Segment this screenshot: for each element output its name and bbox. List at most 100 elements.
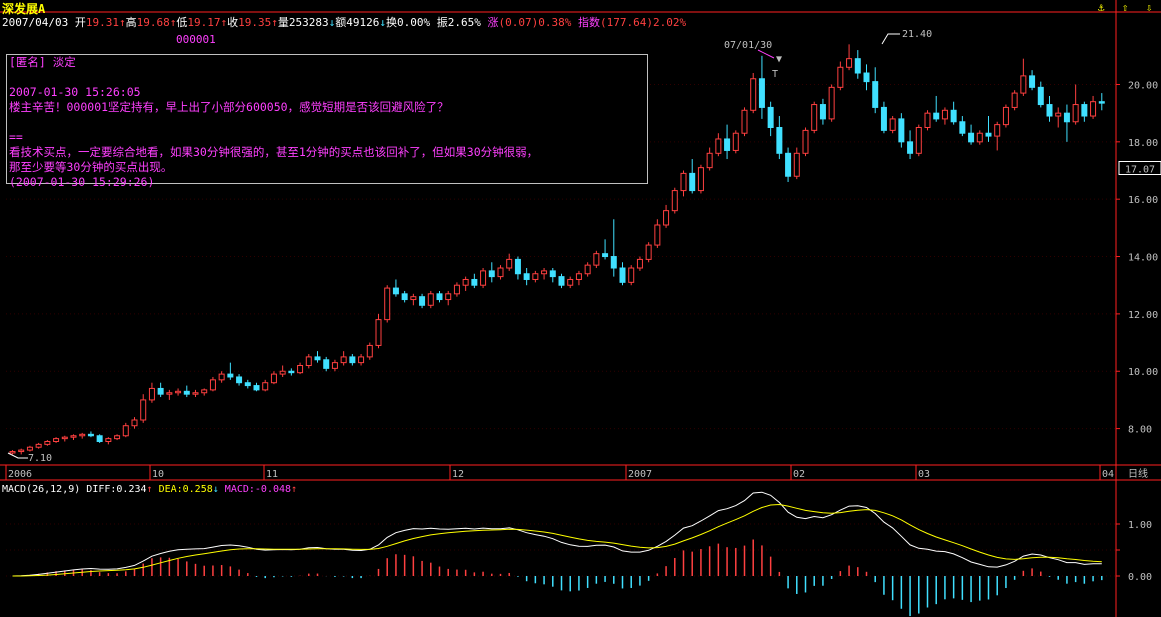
candle — [767, 101, 774, 137]
candle — [410, 293, 417, 306]
candle — [288, 368, 295, 376]
candle — [87, 431, 94, 438]
anchor-icon[interactable]: ⚓ — [1097, 1, 1105, 14]
low-label: 7.10 — [28, 453, 52, 464]
candle — [1063, 104, 1070, 142]
close-value: 19.35 — [238, 16, 272, 29]
candle-body — [349, 356, 356, 364]
price-axis-label: 20.00 — [1128, 80, 1158, 91]
time-axis-label: 12 — [452, 469, 464, 480]
candle-body — [549, 270, 556, 278]
high-arrow: ↑ — [169, 16, 177, 29]
down-icon[interactable]: ⇩ — [1145, 1, 1153, 14]
candle — [959, 116, 966, 137]
candle-body — [802, 129, 809, 154]
candle — [53, 437, 60, 443]
candle — [924, 110, 931, 131]
price-axis-label: 16.00 — [1128, 195, 1158, 206]
candle — [811, 101, 818, 134]
candle — [880, 101, 887, 134]
vol-label: 量 — [277, 16, 289, 29]
candle-body — [1090, 101, 1097, 117]
candle — [305, 354, 312, 369]
candle — [741, 107, 748, 137]
candle-body — [514, 258, 521, 275]
low-value: 19.17 — [187, 16, 221, 29]
candle-body — [96, 435, 103, 442]
candle-body — [61, 436, 68, 440]
candle — [541, 268, 548, 280]
candle-body — [636, 258, 643, 269]
candle — [1098, 93, 1105, 111]
candle — [785, 147, 792, 182]
candle-body — [541, 270, 548, 275]
high-label: 高 — [125, 16, 137, 29]
candle — [1046, 95, 1053, 122]
candle — [523, 268, 530, 286]
candle — [819, 98, 826, 125]
candle-body — [523, 273, 530, 280]
candle-body — [157, 387, 164, 395]
candle-body — [1029, 75, 1036, 88]
candle-body — [323, 359, 330, 369]
dea-line — [12, 503, 1102, 577]
candle — [549, 268, 556, 283]
candle-body — [1081, 104, 1088, 117]
candle-body — [976, 132, 983, 143]
candle — [358, 354, 365, 366]
note-line: 看技术买点，一定要综合地看，如果30分钟很强的，甚至1分钟的买点也该回补了，但如… — [9, 145, 539, 159]
candle — [209, 376, 216, 392]
candle — [436, 290, 443, 303]
candle — [663, 204, 670, 228]
candle-body — [18, 449, 25, 453]
candle — [994, 121, 1001, 151]
date-marker-icon: ▼ — [776, 54, 782, 65]
note-line: 2007-01-30 15:26:05 — [9, 85, 141, 99]
candle — [506, 253, 513, 271]
candle-body — [436, 293, 443, 301]
candle — [1011, 90, 1018, 111]
candle-body — [872, 81, 879, 108]
candle — [331, 359, 338, 372]
vol-value: 253283 — [288, 16, 329, 29]
amp-label: 振 — [436, 16, 448, 29]
candle-body — [44, 440, 51, 445]
candle-body — [375, 319, 382, 346]
candle-body — [201, 389, 208, 394]
candle-body — [79, 433, 86, 437]
candle — [1090, 95, 1097, 119]
up-icon[interactable]: ⇧ — [1121, 1, 1129, 14]
candle — [610, 219, 617, 277]
candle-body — [253, 385, 260, 391]
quote-date: 2007/04/03 — [2, 16, 69, 29]
candle — [122, 422, 129, 438]
candle — [201, 388, 208, 396]
candle — [575, 270, 582, 286]
candle — [279, 365, 286, 377]
candle-body — [488, 270, 495, 278]
note-line: == — [9, 130, 23, 144]
close-arrow: ↑ — [271, 16, 278, 29]
candle — [732, 130, 739, 154]
candle-body — [819, 104, 826, 120]
candle-body — [105, 438, 112, 442]
candle — [480, 268, 487, 289]
candle — [706, 147, 713, 171]
candle — [758, 55, 765, 119]
candle — [968, 124, 975, 145]
time-axis-label: 2007 — [628, 469, 652, 480]
candle — [392, 279, 399, 297]
candle — [270, 371, 277, 385]
candle-body — [689, 172, 696, 192]
candle-body — [462, 278, 469, 286]
candle-body — [758, 78, 765, 108]
candle — [514, 256, 521, 280]
stock-title: 深发展A — [2, 2, 46, 16]
candle-body — [9, 451, 16, 454]
candle-body — [410, 296, 417, 301]
candle-body — [279, 370, 286, 375]
candle — [192, 389, 199, 398]
candle — [244, 379, 251, 389]
candle-body — [53, 438, 60, 442]
candle-body — [305, 356, 312, 367]
